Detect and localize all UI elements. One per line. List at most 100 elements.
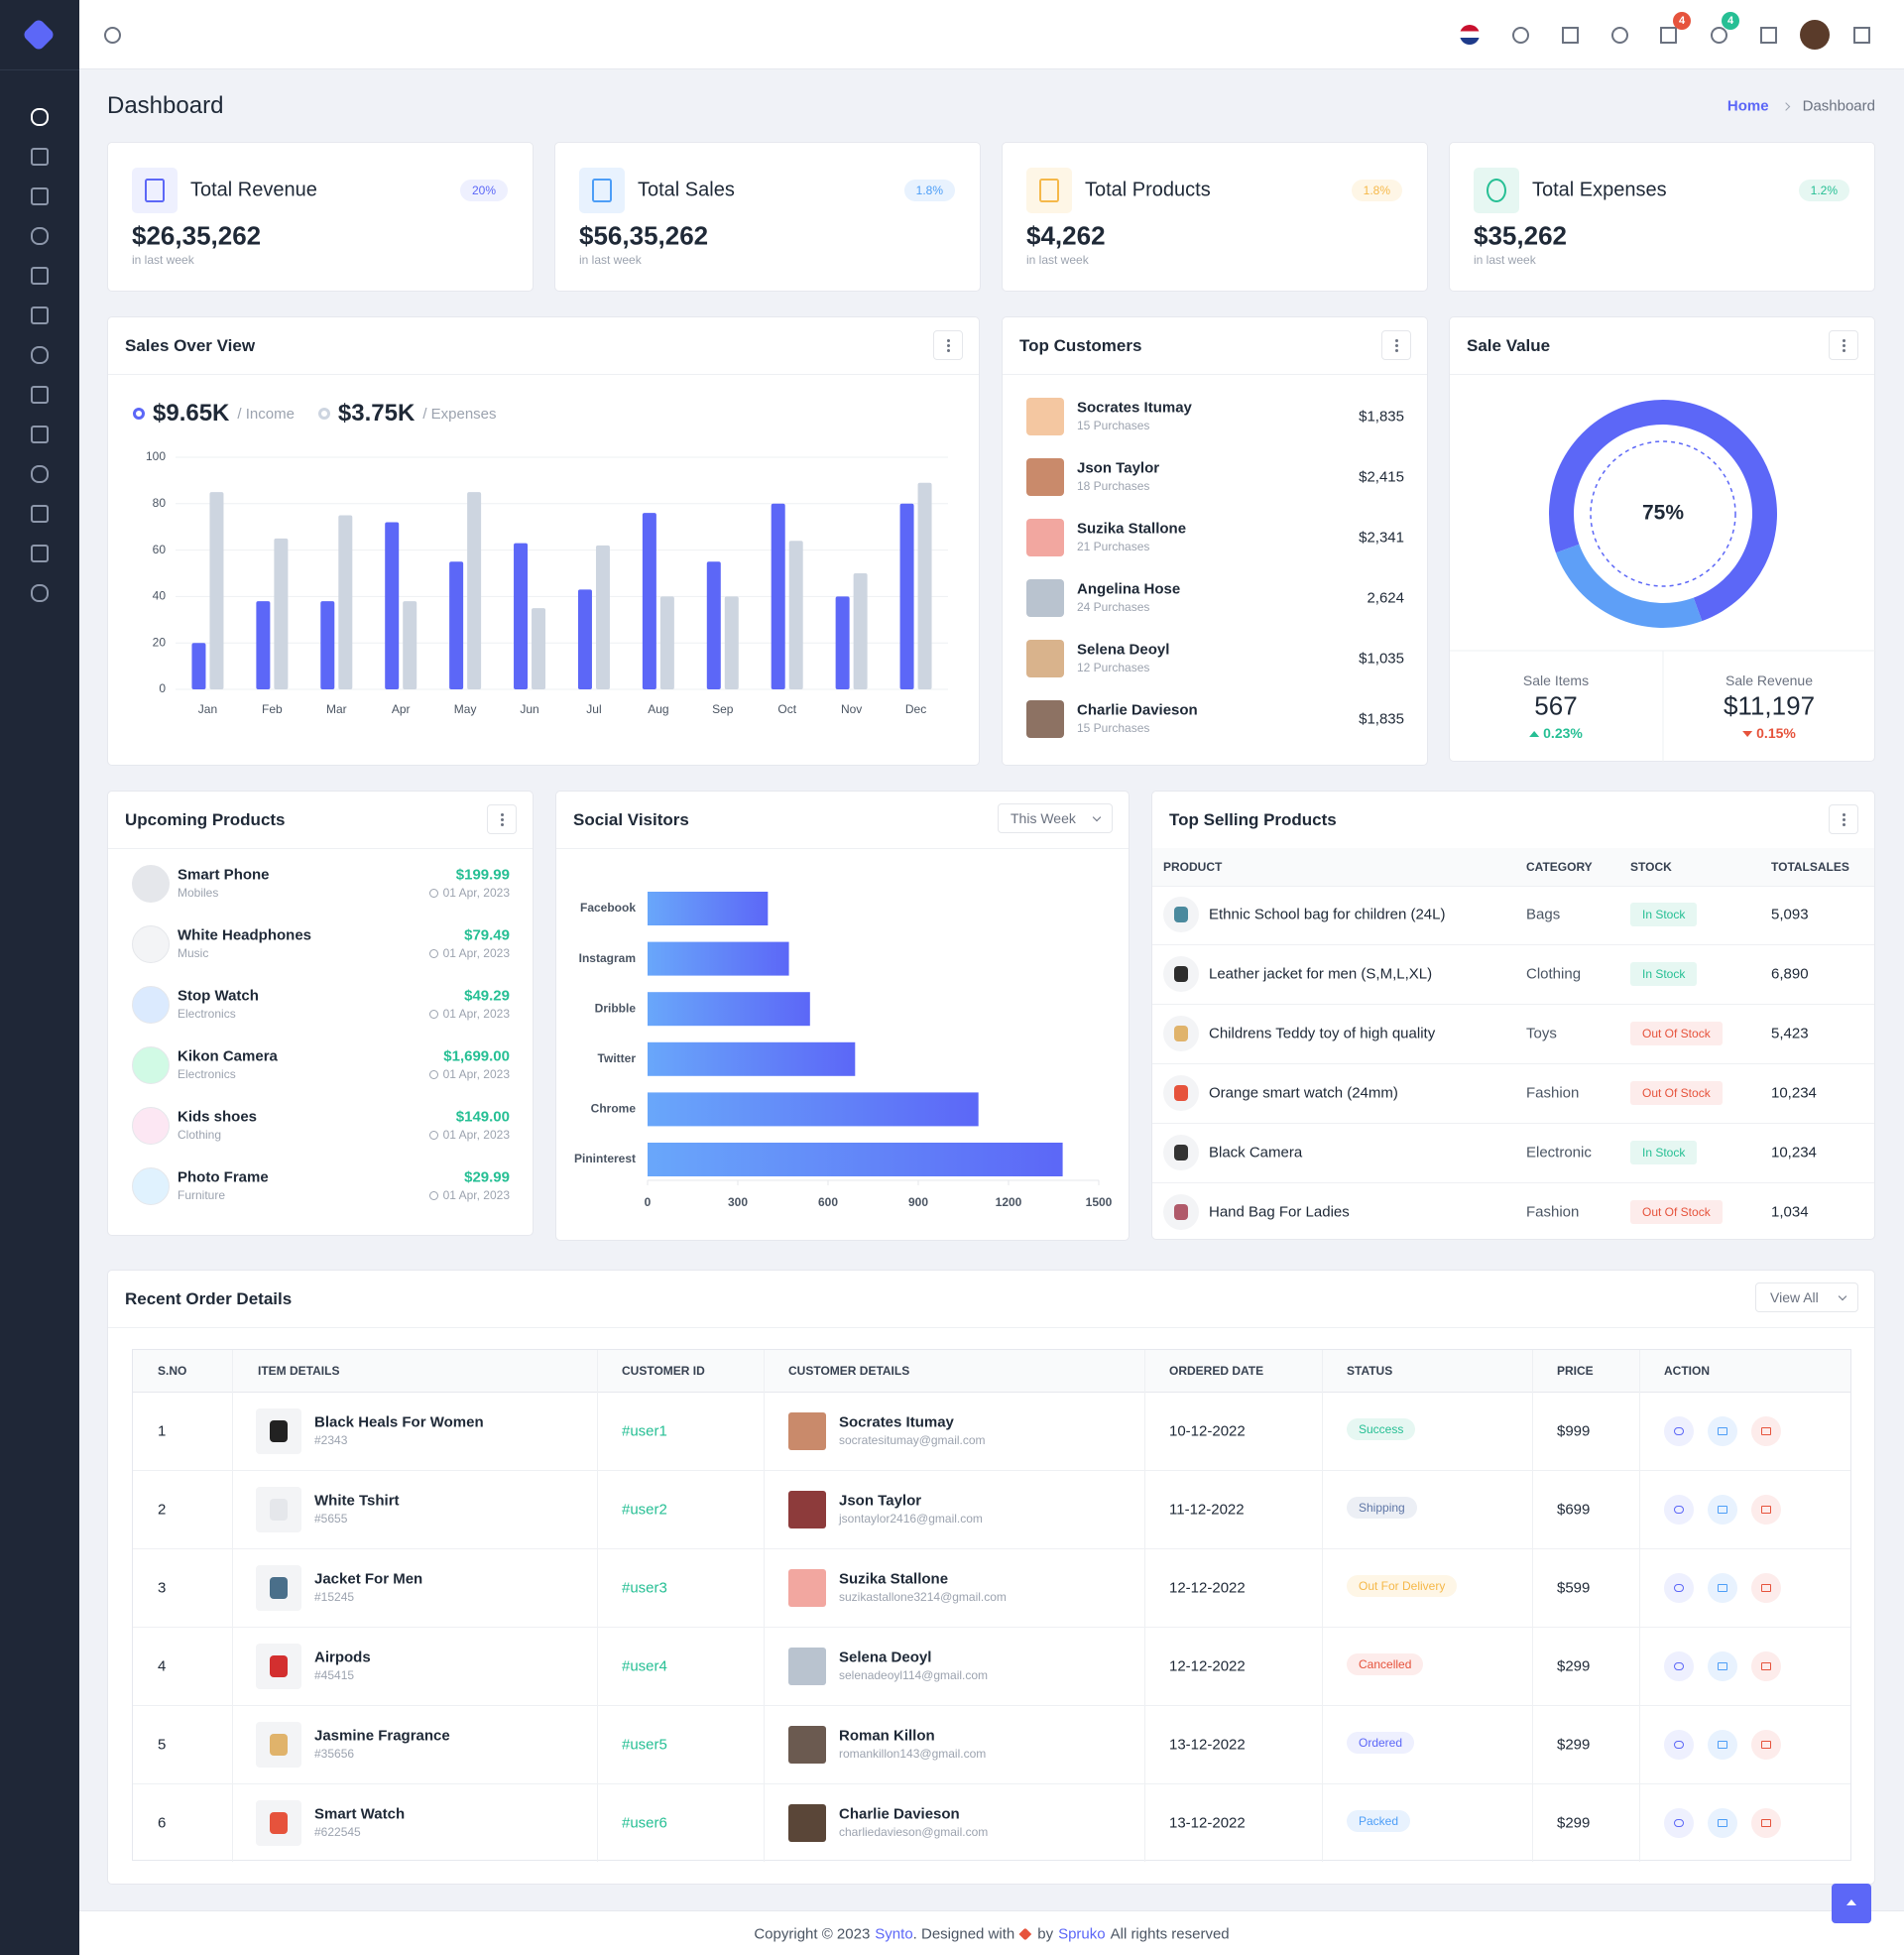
- edit-button[interactable]: [1708, 1729, 1737, 1760]
- view-button[interactable]: [1664, 1415, 1694, 1446]
- nav-icon[interactable]: [31, 267, 49, 285]
- nav-icon[interactable]: [31, 505, 49, 523]
- stat-value: $4,262: [1026, 220, 1106, 251]
- menu-button[interactable]: [933, 330, 963, 360]
- delete-button[interactable]: [1751, 1572, 1781, 1603]
- header-icon[interactable]: [1711, 27, 1727, 44]
- scroll-top-button[interactable]: [1832, 1884, 1871, 1923]
- x-tick-label: 1500: [1086, 1195, 1113, 1209]
- menu-dot: [1843, 349, 1845, 352]
- bar: [577, 589, 592, 689]
- nav-icon[interactable]: [31, 584, 49, 602]
- edit-button[interactable]: [1708, 1494, 1737, 1525]
- company-link[interactable]: Spruko: [1058, 1925, 1106, 1943]
- column-header: PRODUCT: [1163, 860, 1223, 874]
- product-icon: [1163, 1016, 1199, 1051]
- customer-amount: 2,624: [1367, 589, 1404, 607]
- copyright: Copyright © 2023: [754, 1925, 871, 1943]
- delete-button[interactable]: [1751, 1415, 1781, 1446]
- view-button[interactable]: [1664, 1729, 1694, 1760]
- header-icon[interactable]: [1853, 27, 1870, 44]
- nav-icon[interactable]: [31, 346, 49, 364]
- header-icon[interactable]: [1660, 27, 1677, 44]
- nav-icon[interactable]: [31, 227, 49, 245]
- sidebar-divider: [0, 69, 79, 70]
- view-button[interactable]: [1664, 1650, 1694, 1681]
- y-tick-label: 20: [153, 635, 167, 649]
- nav-icon[interactable]: [31, 426, 49, 443]
- header-icon[interactable]: [1512, 27, 1529, 44]
- nav-icon[interactable]: [31, 187, 49, 205]
- delete-button[interactable]: [1751, 1494, 1781, 1525]
- product-glyph: [1174, 907, 1188, 922]
- nav-icon[interactable]: [31, 545, 49, 562]
- card-header: Sales Over View: [108, 317, 979, 375]
- customer-name: Json Taylor: [839, 1492, 922, 1509]
- column-divider: [1532, 1350, 1533, 1862]
- action-glyph: [1674, 1661, 1684, 1670]
- stat-icon-glyph: [1487, 179, 1506, 202]
- menu-button[interactable]: [1829, 804, 1858, 834]
- item-image: [256, 1721, 301, 1768]
- x-tick-label: Mar: [326, 702, 347, 716]
- menu-button[interactable]: [487, 804, 517, 834]
- product-image: [132, 925, 170, 963]
- bar: [209, 492, 224, 689]
- delete-button[interactable]: [1751, 1807, 1781, 1838]
- customer-id: #user6: [622, 1814, 667, 1831]
- brand-link[interactable]: Synto: [875, 1925, 913, 1943]
- rights-text: All rights reserved: [1110, 1925, 1230, 1943]
- table-head: [133, 1350, 1850, 1393]
- total-sales: 10,234: [1771, 1144, 1817, 1161]
- item-image: [256, 1407, 301, 1454]
- menu-button[interactable]: [1381, 330, 1411, 360]
- header-icon[interactable]: [1562, 27, 1579, 44]
- delete-button[interactable]: [1751, 1650, 1781, 1681]
- bar: [648, 941, 789, 976]
- edit-button[interactable]: [1708, 1807, 1737, 1838]
- stock-badge: In Stock: [1630, 1141, 1698, 1164]
- nav-icon[interactable]: [31, 465, 49, 483]
- status-badge: Packed: [1347, 1809, 1411, 1832]
- y-tick-label: 100: [146, 449, 166, 463]
- x-tick-label: Nov: [841, 702, 862, 716]
- column-header: ORDERED DATE: [1169, 1364, 1264, 1378]
- customer-name: Socrates Itumay: [839, 1413, 954, 1430]
- menu-dot: [1843, 818, 1845, 821]
- stat-title: Total Sales: [638, 179, 735, 201]
- customer-name: Charlie Davieson: [1077, 701, 1198, 719]
- view-button[interactable]: [1664, 1572, 1694, 1603]
- stat-icon: [1474, 168, 1519, 213]
- x-tick-label: 1200: [996, 1195, 1022, 1209]
- header-icon[interactable]: [1611, 27, 1628, 44]
- view-all-button[interactable]: View All: [1755, 1283, 1858, 1312]
- period-dropdown[interactable]: This Week: [998, 803, 1113, 833]
- stat-icon: [132, 168, 178, 213]
- nav-icon[interactable]: [31, 108, 49, 126]
- header-icon[interactable]: [1760, 27, 1777, 44]
- language-flag[interactable]: [1460, 25, 1480, 45]
- customer-email: jsontaylor2416@gmail.com: [839, 1511, 983, 1526]
- edit-button[interactable]: [1708, 1415, 1737, 1446]
- customer-id: #user5: [622, 1736, 667, 1753]
- customer-name: Charlie Davieson: [839, 1805, 960, 1822]
- nav-icon[interactable]: [31, 386, 49, 404]
- legend-total: $3.75K: [337, 400, 416, 427]
- nav-icon[interactable]: [31, 148, 49, 166]
- edit-button[interactable]: [1708, 1572, 1737, 1603]
- menu-button[interactable]: [1829, 330, 1858, 360]
- action-glyph: [1761, 1426, 1771, 1435]
- delete-button[interactable]: [1751, 1729, 1781, 1760]
- toggle-icon[interactable]: [104, 27, 121, 44]
- breadcrumb-link[interactable]: Home: [1726, 97, 1769, 115]
- footer: Copyright © 2023 Synto. Designed with by Sp…: [79, 1910, 1904, 1955]
- card: Sale Value 75% Sale Items 567 0.23% Sale Reve…: [1449, 316, 1876, 763]
- view-button[interactable]: [1664, 1807, 1694, 1838]
- user-avatar[interactable]: [1800, 20, 1830, 50]
- edit-button[interactable]: [1708, 1650, 1737, 1681]
- nav-icon[interactable]: [31, 306, 49, 324]
- view-button[interactable]: [1664, 1494, 1694, 1525]
- product-date: 01 Apr, 2023: [429, 946, 510, 960]
